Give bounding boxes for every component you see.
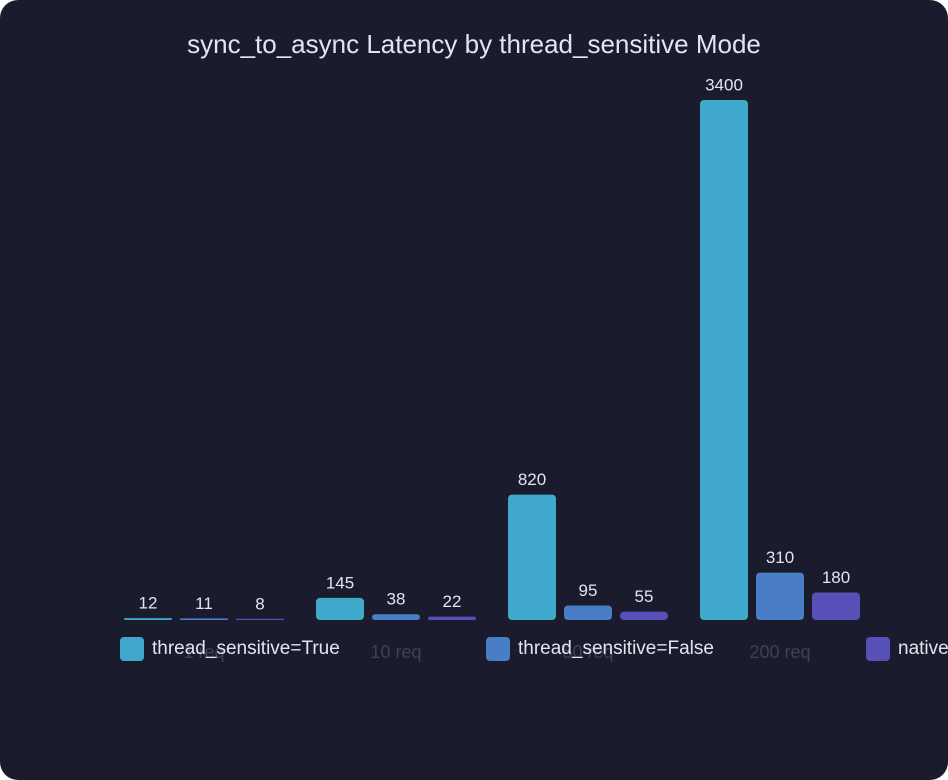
value-label: 180: [822, 568, 850, 587]
value-label: 145: [326, 573, 354, 592]
x-tick-label: 10 req: [370, 642, 421, 662]
legend-swatch: [486, 637, 510, 661]
value-label: 22: [443, 592, 462, 611]
bar: [508, 494, 556, 620]
bar: [756, 572, 804, 620]
x-tick-label: 1 req: [183, 642, 224, 662]
legend-label: native async: [898, 638, 948, 659]
bar: [700, 100, 748, 620]
value-label: 820: [518, 470, 546, 489]
bar: [428, 616, 476, 620]
x-tick-label: 50 req: [562, 642, 613, 662]
bar: [316, 597, 364, 620]
legend-label: thread_sensitive=False: [518, 638, 714, 659]
bar: [620, 611, 668, 620]
bar: [180, 618, 228, 620]
chart-title: sync_to_async Latency by thread_sensitiv…: [187, 29, 761, 59]
value-label: 38: [387, 590, 406, 609]
bar: [564, 605, 612, 620]
legend-swatch: [866, 637, 890, 661]
value-label: 55: [635, 587, 654, 606]
bar: [812, 592, 860, 620]
value-label: 11: [195, 594, 213, 613]
value-label: 95: [579, 581, 598, 600]
value-label: 310: [766, 548, 794, 567]
value-label: 8: [255, 594, 264, 613]
value-label: 12: [139, 594, 158, 613]
legend-swatch: [120, 637, 144, 661]
bar: [236, 618, 284, 620]
legend-label: thread_sensitive=True: [152, 638, 340, 659]
bar: [372, 614, 420, 620]
value-label: 3400: [705, 75, 743, 94]
bar: [124, 618, 172, 620]
x-tick-label: 200 req: [749, 642, 810, 662]
